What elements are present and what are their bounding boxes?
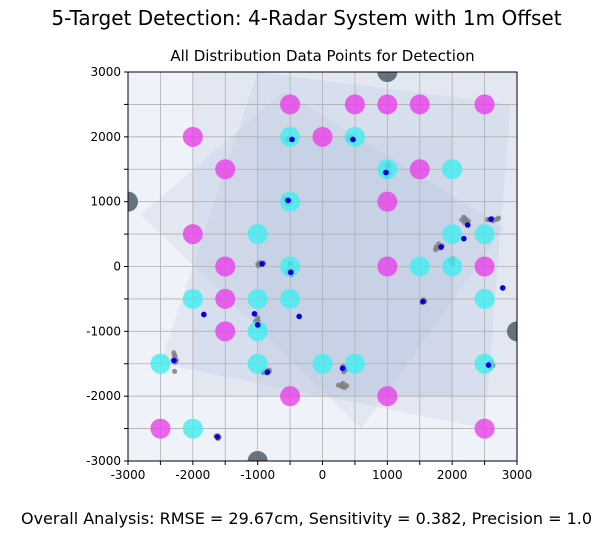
axis-ticks: -3000 -2000 -1000 0 1000 2000 3000 -3000 -2000 -1… xyxy=(86,65,532,482)
chart-title: All Distribution Data Points for Detecti… xyxy=(170,47,475,65)
detection-point xyxy=(339,365,346,372)
cyan-point xyxy=(377,159,398,180)
y-tick-label: -1000 xyxy=(86,324,121,338)
x-tick-label: -2000 xyxy=(175,468,210,482)
detection-cloud-point xyxy=(495,215,502,221)
detection-point xyxy=(264,369,271,375)
detection-point xyxy=(296,313,302,320)
cyan-point xyxy=(312,353,333,374)
detection-point xyxy=(285,197,291,204)
detection-point xyxy=(420,298,426,305)
detection-point xyxy=(214,434,221,440)
cyan-point xyxy=(409,256,430,277)
radar-marker xyxy=(507,321,517,342)
cyan-point xyxy=(344,126,365,147)
detection-point xyxy=(254,322,261,328)
detection-point xyxy=(201,311,207,318)
y-tick-label: 3000 xyxy=(90,65,121,79)
cyan-markers xyxy=(150,126,495,439)
figure-title: 5-Target Detection: 4-Radar System with … xyxy=(51,6,562,30)
cyan-point xyxy=(280,288,301,309)
detection-point xyxy=(438,244,444,250)
detection-cloud-point xyxy=(463,216,469,222)
detection-point xyxy=(171,357,177,364)
radar-marker xyxy=(128,191,138,212)
magenta-point xyxy=(215,159,236,180)
detection-point xyxy=(485,362,492,368)
radar-marker xyxy=(247,451,268,461)
magenta-point xyxy=(377,386,398,407)
magenta-point xyxy=(474,94,495,115)
cyan-point xyxy=(442,224,463,245)
magenta-point xyxy=(344,94,365,115)
magenta-point xyxy=(150,418,171,439)
overall-analysis-text: Overall Analysis: RMSE = 29.67cm, Sensit… xyxy=(20,509,593,528)
x-tick-label: -1000 xyxy=(240,468,275,482)
x-tick-label: -3000 xyxy=(111,468,146,482)
cyan-point xyxy=(280,256,301,277)
cyan-point xyxy=(247,321,268,342)
detection-point xyxy=(259,261,266,267)
magenta-markers xyxy=(150,94,495,439)
cyan-point xyxy=(442,256,463,277)
cyan-point xyxy=(344,353,365,374)
cyan-point xyxy=(247,224,268,245)
x-tick-label: 0 xyxy=(319,468,327,482)
detection-point xyxy=(499,285,506,291)
magenta-point xyxy=(182,224,203,245)
x-tick-label: 3000 xyxy=(502,468,533,482)
x-tick-label: 2000 xyxy=(437,468,468,482)
magenta-point xyxy=(409,159,430,180)
magenta-point xyxy=(182,126,203,147)
detection-point xyxy=(251,311,258,317)
detection-points xyxy=(171,136,506,440)
detection-point xyxy=(464,222,471,228)
magenta-point xyxy=(280,94,301,115)
radar-markers xyxy=(128,72,517,461)
magenta-point xyxy=(474,418,495,439)
cyan-point xyxy=(474,353,495,374)
cyan-point xyxy=(182,288,203,309)
magenta-point xyxy=(215,256,236,277)
magenta-point xyxy=(215,321,236,342)
cyan-point xyxy=(474,224,495,245)
magenta-point xyxy=(409,94,430,115)
detection-point xyxy=(287,269,294,276)
detection-point xyxy=(461,235,467,242)
cyan-point xyxy=(247,353,268,374)
magenta-point xyxy=(215,288,236,309)
cyan-point xyxy=(442,159,463,180)
detection-point xyxy=(488,216,494,222)
magenta-point xyxy=(280,386,301,407)
detection-point xyxy=(350,136,356,143)
cyan-point xyxy=(474,288,495,309)
cyan-point xyxy=(280,126,301,147)
magenta-point xyxy=(377,256,398,277)
y-tick-label: 0 xyxy=(113,260,121,274)
magenta-point xyxy=(312,126,333,147)
cyan-point xyxy=(182,418,203,439)
radar-marker xyxy=(377,72,398,82)
magenta-point xyxy=(474,256,495,277)
y-tick-label: -3000 xyxy=(86,454,121,468)
y-tick-label: -2000 xyxy=(86,389,121,403)
magenta-point xyxy=(377,191,398,212)
y-tick-label: 2000 xyxy=(90,130,121,144)
x-tick-label: 1000 xyxy=(372,468,403,482)
detection-point xyxy=(289,136,295,143)
detection-cloud-point xyxy=(171,368,178,374)
detection-cloud-point xyxy=(339,383,345,389)
cyan-point xyxy=(247,288,268,309)
detection-point xyxy=(383,169,389,176)
magenta-point xyxy=(377,94,398,115)
cyan-point xyxy=(150,353,171,374)
y-tick-label: 1000 xyxy=(90,195,121,209)
